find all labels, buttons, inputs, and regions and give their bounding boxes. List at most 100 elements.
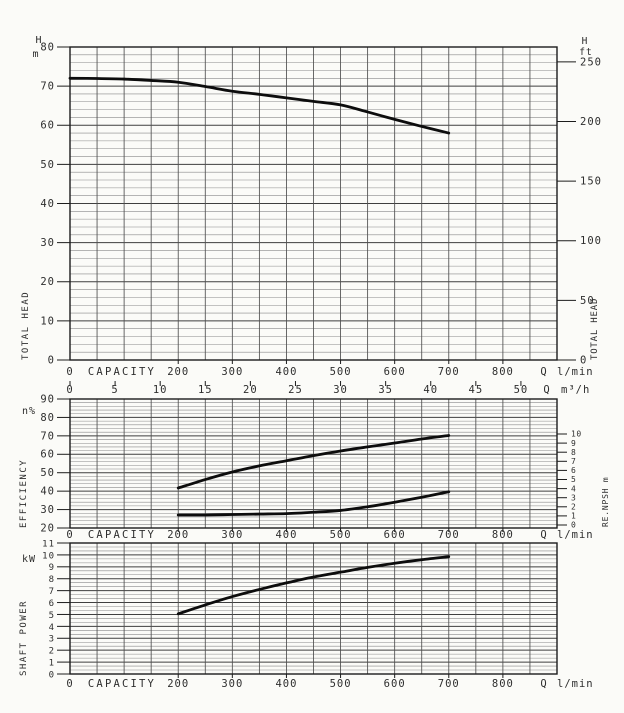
- x-tick-label: 200: [167, 529, 189, 541]
- x2-tick-label: 35: [378, 384, 393, 396]
- x-tick-label: 600: [384, 366, 406, 378]
- y-right-axis-title: RE.NPSH m: [601, 476, 610, 527]
- y-right-tick-label: 9: [571, 439, 576, 448]
- x2-flow-symbol: Q: [543, 384, 550, 396]
- x-flow-symbol: Q: [540, 678, 547, 690]
- y-right-tick-label: 0: [571, 521, 576, 530]
- y-left-tick-label: 40: [40, 486, 55, 498]
- x-tick-label: 600: [384, 529, 406, 541]
- y-left-tick-label: 70: [40, 430, 55, 442]
- x2-tick-label: 40: [423, 384, 438, 396]
- x-tick-label: 200: [167, 366, 189, 378]
- y-left-tick-label: 30: [40, 504, 55, 516]
- x2-tick-label: 10: [153, 384, 168, 396]
- efficiency-curve: [176, 434, 451, 490]
- x2-tick-label: 20: [243, 384, 258, 396]
- y-right-tick-label: 50: [580, 295, 595, 307]
- y-right-tick-label: 8: [571, 448, 576, 457]
- y-right-unit: ft: [579, 47, 592, 58]
- y-left-unit: m: [32, 49, 39, 60]
- x-tick-label: 0: [66, 366, 73, 378]
- x2-tick-label: 50: [514, 384, 529, 396]
- x-tick-label: 800: [492, 678, 514, 690]
- x2-tick-label: 30: [333, 384, 348, 396]
- y-left-tick-label: 3: [49, 635, 55, 645]
- y-left-axis-title: SHAFT POWER: [19, 600, 29, 676]
- x2-tick-label: 25: [288, 384, 303, 396]
- x-axis-title: CAPACITY: [88, 529, 156, 541]
- y-right-tick-label: 150: [580, 176, 602, 188]
- x-tick-label: 600: [384, 678, 406, 690]
- npsh-curve: [176, 490, 451, 517]
- y-left-tick-label: 80: [40, 412, 55, 424]
- y-left-tick-label: 0: [49, 670, 55, 680]
- y-right-unit: H: [582, 36, 589, 47]
- x-tick-label: 400: [275, 529, 297, 541]
- x2-tick-label: 5: [111, 384, 118, 396]
- y-left-axis-title: TOTAL HEAD: [21, 291, 31, 360]
- x-tick-label: 0: [66, 529, 73, 541]
- x-tick-label: 300: [221, 366, 243, 378]
- head-curve: [68, 76, 451, 135]
- y-left-unit: H: [35, 35, 42, 46]
- y-left-tick-label: 80: [40, 41, 55, 53]
- x-flow-symbol: Q: [540, 366, 547, 378]
- x-tick-label: 500: [330, 678, 352, 690]
- x-tick-label: 700: [438, 529, 460, 541]
- x-unit-label: l/min: [557, 529, 594, 541]
- y-right-axis-title: TOTAL HEAD: [590, 298, 600, 360]
- x-axis-title: CAPACITY: [88, 678, 156, 690]
- y-left-tick-label: 30: [40, 237, 55, 249]
- y-right-tick-label: 100: [580, 235, 602, 247]
- x-unit-label: l/min: [557, 366, 594, 378]
- y-left-tick-label: 7: [49, 587, 55, 597]
- y-right-tick-label: 2: [571, 503, 576, 512]
- x-tick-label: 300: [221, 529, 243, 541]
- x-tick-label: 400: [275, 366, 297, 378]
- y-right-tick-label: 0: [580, 354, 587, 366]
- x2-tick-label: 45: [469, 384, 484, 396]
- x-axis-title: CAPACITY: [88, 366, 156, 378]
- shaft-power-chart: 0 12 3 4 5 6 7 8 9 10 11 kW SHAFT POWER 0 200 300 400 500…: [19, 539, 594, 690]
- y-right-tick-label: 1: [571, 512, 576, 521]
- y-left-tick-label: 50: [40, 159, 55, 171]
- y-left-tick-label: 1: [49, 658, 55, 668]
- x-tick-label: 700: [438, 678, 460, 690]
- x-unit-label: l/min: [557, 678, 594, 690]
- x-tick-label: 500: [330, 529, 352, 541]
- x-tick-label: 800: [492, 529, 514, 541]
- y-left-tick-label: 10: [40, 315, 55, 327]
- y-left-tick-label: 8: [49, 575, 55, 585]
- y-left-tick-label: 2: [49, 647, 55, 657]
- y-right-tick-label: 5: [571, 475, 576, 484]
- y-left-tick-label: 10: [42, 551, 55, 561]
- y-right-tick-label: 3: [571, 493, 576, 502]
- y-left-tick-label: 50: [40, 467, 55, 479]
- x2-tick-label: 15: [198, 384, 213, 396]
- x-flow-symbol: Q: [540, 529, 547, 541]
- y-right-tick-label: 6: [571, 466, 576, 475]
- power-curve: [176, 555, 451, 616]
- y-right-tick-label: 200: [580, 116, 602, 128]
- x-tick-label: 400: [275, 678, 297, 690]
- y-left-tick-label: 90: [40, 393, 55, 405]
- y-right-tick-label: 250: [580, 56, 602, 68]
- y-left-tick-label: 40: [40, 198, 55, 210]
- x2-unit-label: m³/h: [561, 384, 590, 396]
- shaft-power-plot-frame: [69, 542, 558, 675]
- y-left-tick-label: 6: [49, 599, 55, 609]
- y-left-tick-label: 70: [40, 81, 55, 93]
- x-tick-label: 500: [330, 366, 352, 378]
- x-tick-label: 0: [66, 678, 73, 690]
- y-left-tick-label: 4: [49, 623, 55, 633]
- y-left-tick-label: 20: [40, 522, 55, 534]
- y-left-unit: n%: [22, 406, 36, 417]
- x2-tick-label: 0: [66, 384, 73, 396]
- y-left-tick-label: 0: [48, 354, 55, 366]
- y-left-tick-label: 11: [42, 539, 55, 549]
- y-left-tick-label: 20: [40, 276, 55, 288]
